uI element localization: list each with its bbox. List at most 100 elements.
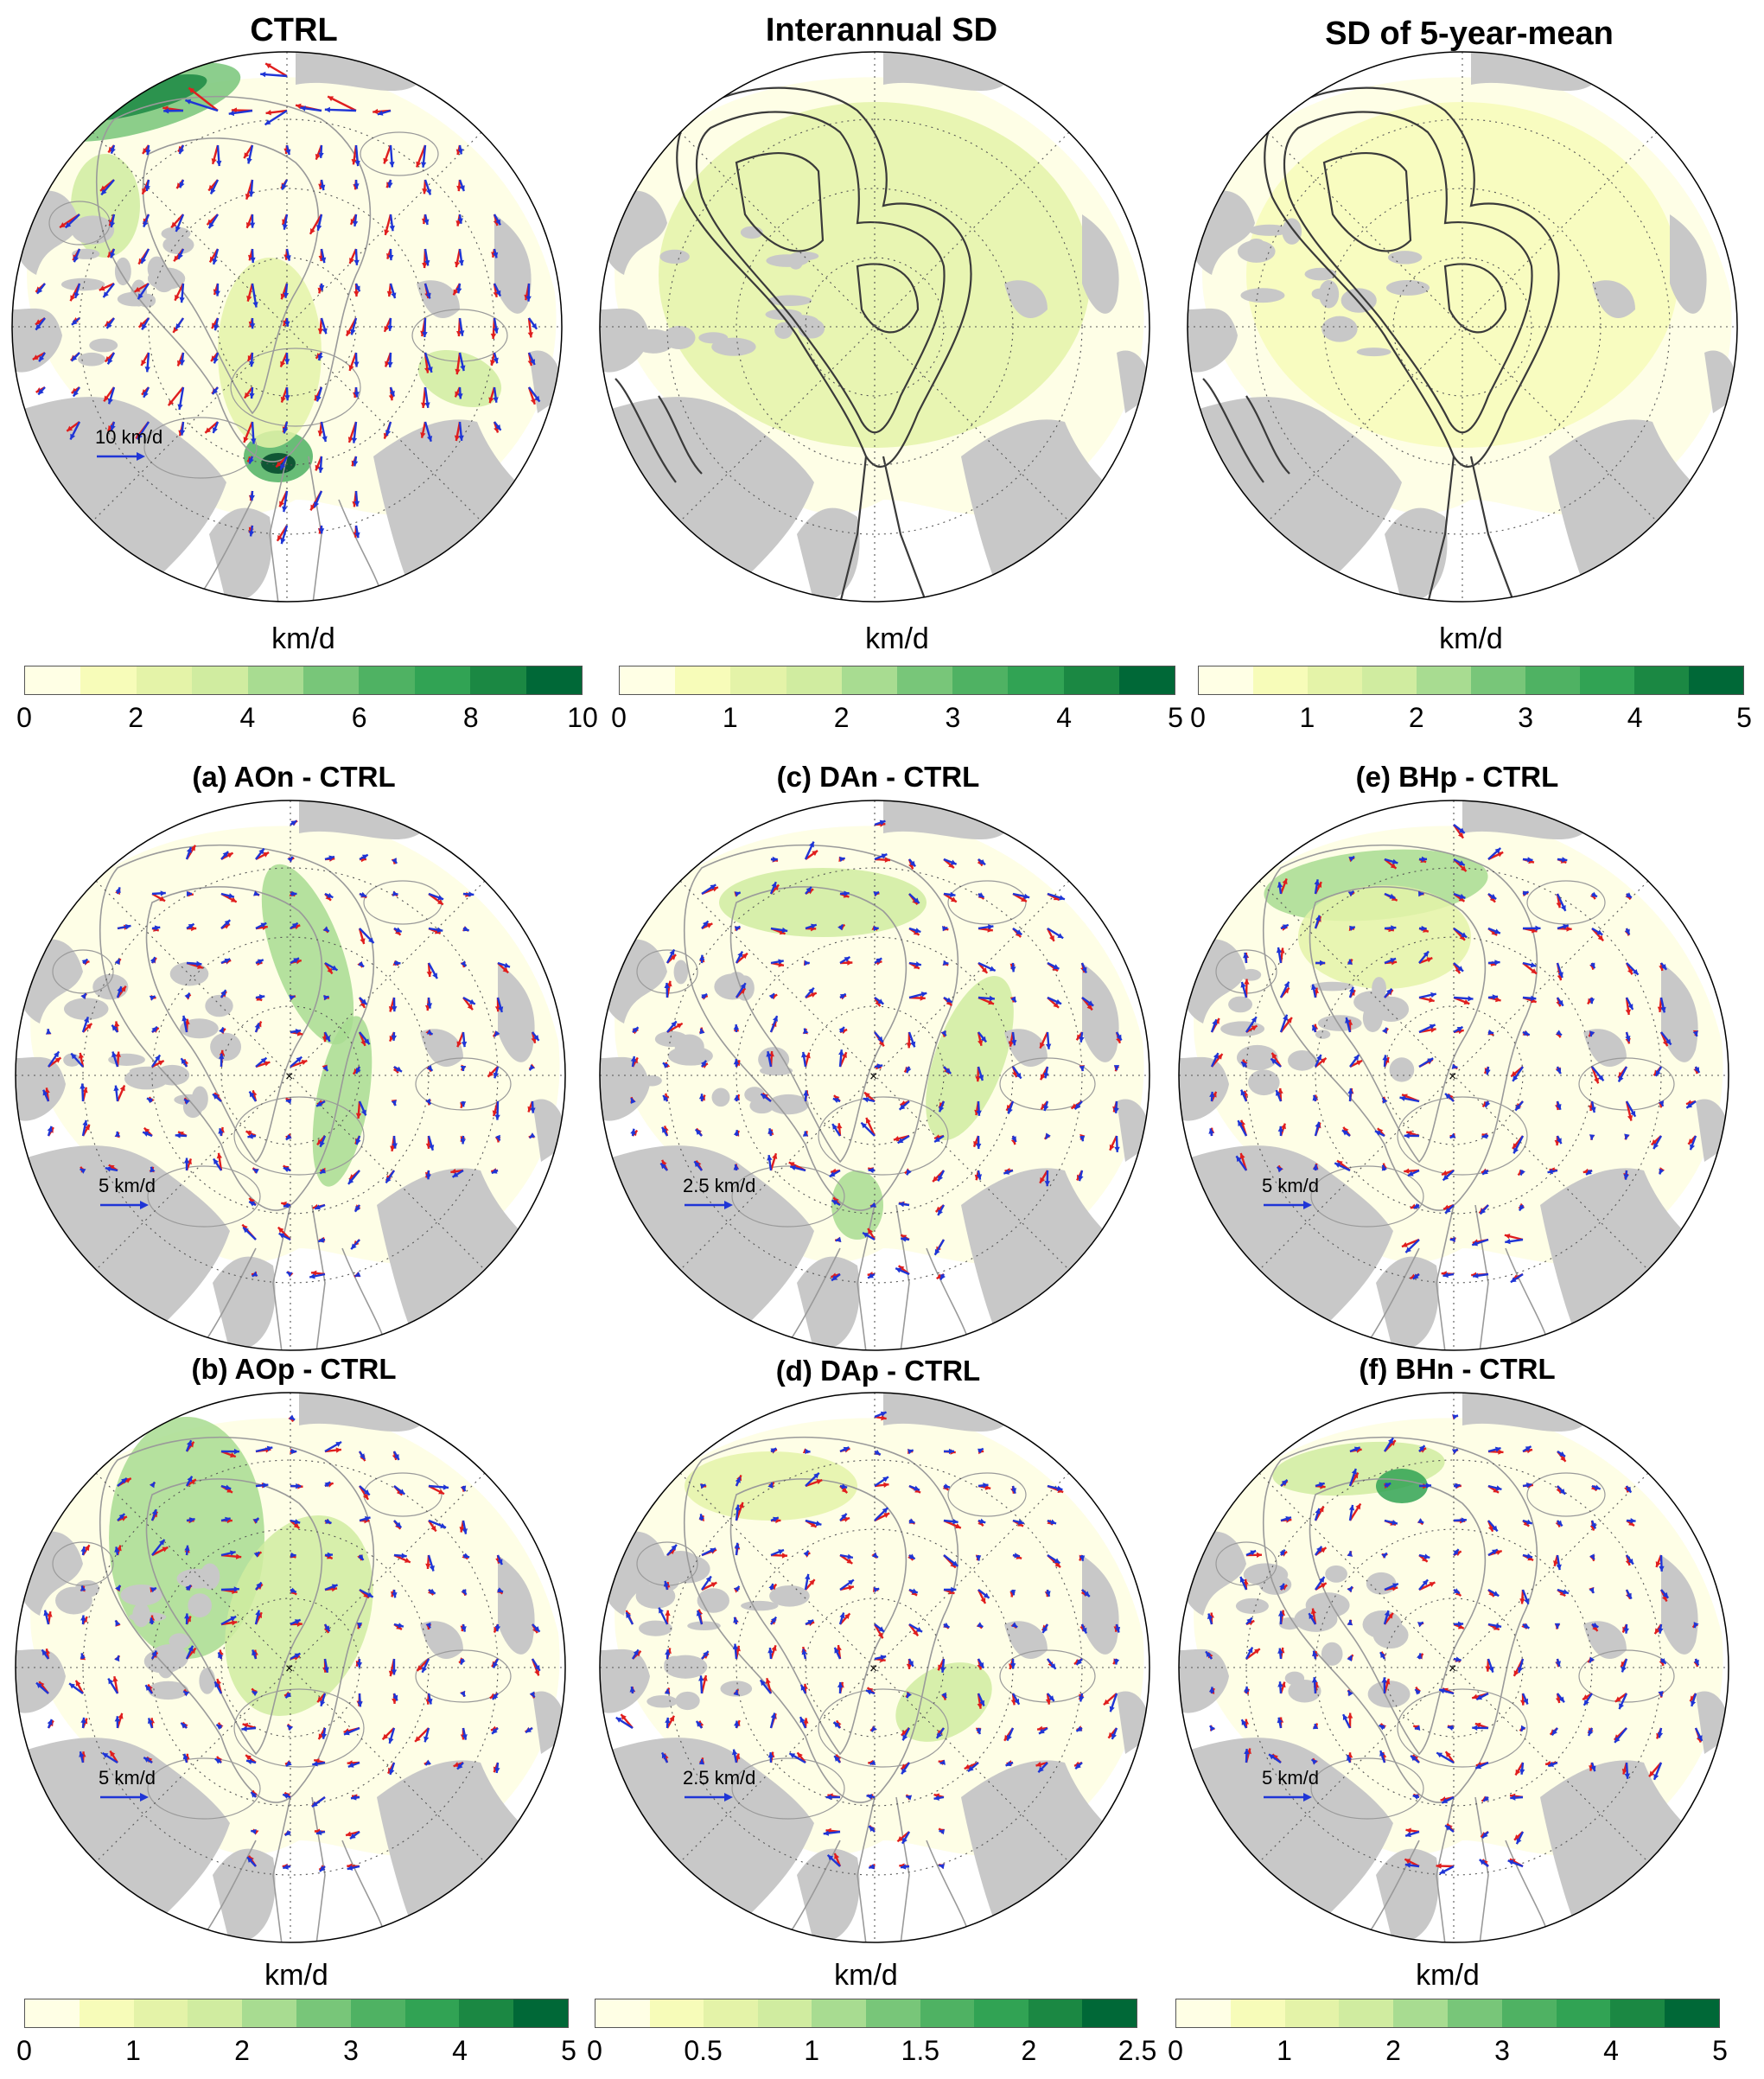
- velocity-arrow: [458, 248, 464, 266]
- bathymetry-contour: [1469, 456, 1516, 602]
- bathymetry-contour: [735, 152, 825, 252]
- island: [63, 998, 109, 1020]
- velocity-arrow: [255, 1056, 268, 1068]
- velocity-arrow: [220, 851, 229, 860]
- velocity-arrow: [1547, 1761, 1558, 1768]
- velocity-arrow: [1080, 962, 1087, 973]
- velocity-arrow: [1512, 1066, 1524, 1082]
- velocity-arrow: [1452, 1414, 1459, 1420]
- velocity-arrow: [424, 1759, 432, 1766]
- velocity-arrow: [734, 1542, 740, 1556]
- velocity-arrow: [1279, 877, 1288, 895]
- velocity-arrow: [385, 1170, 396, 1184]
- velocity-arrow: [1010, 1031, 1017, 1046]
- velocity-arrow: [493, 248, 499, 258]
- velocity-arrow: [1589, 997, 1595, 1004]
- velocity-arrow: [935, 1727, 945, 1739]
- velocity-arrow: [309, 214, 323, 235]
- latitude-circle: [666, 1459, 1083, 1876]
- velocity-arrow: [873, 925, 879, 932]
- velocity-arrow: [977, 1658, 985, 1669]
- velocity-arrow: [290, 890, 297, 897]
- velocity-arrow: [255, 847, 265, 860]
- velocity-arrow: [1244, 1749, 1250, 1763]
- velocity-arrow: [1418, 957, 1433, 965]
- velocity-arrow: [322, 1065, 329, 1072]
- velocity-arrow: [116, 985, 123, 998]
- velocity-arrow: [102, 283, 115, 298]
- pole-marker: ×: [1449, 1661, 1456, 1676]
- velocity-arrow: [320, 1693, 327, 1707]
- velocity-arrow: [220, 1550, 236, 1557]
- velocity-arrow: [1583, 1693, 1593, 1706]
- velocity-arrow: [733, 1094, 740, 1102]
- island: [646, 1695, 678, 1708]
- colorbar-unit: km/d: [1416, 1959, 1480, 1992]
- velocity-arrow: [115, 1585, 122, 1591]
- velocity-arrow: [491, 1168, 499, 1175]
- polar-map: 5 km/d ×: [14, 1391, 567, 1944]
- velocity-arrow: [1556, 893, 1567, 912]
- land-mass: [213, 1848, 276, 1942]
- velocity-arrow: [867, 1228, 876, 1240]
- velocity-arrow: [1659, 997, 1666, 1013]
- velocity-arrow: [247, 1133, 257, 1139]
- land-mass: [1583, 1621, 1627, 1659]
- velocity-arrow: [73, 248, 81, 263]
- velocity-arrow: [1487, 1029, 1494, 1036]
- velocity-arrow: [760, 1093, 772, 1102]
- reference-vector: 2.5 km/d: [683, 1767, 755, 1802]
- velocity-arrow: [214, 283, 220, 297]
- colorbar-tick-label: 4: [1627, 702, 1643, 733]
- panel-title: (d) DAp - CTRL: [775, 1355, 981, 1387]
- velocity-arrow: [251, 421, 257, 444]
- land-mass: [16, 1649, 66, 1713]
- velocity-arrow: [1694, 1727, 1704, 1742]
- velocity-arrow: [117, 1513, 126, 1521]
- velocity-arrow: [733, 1024, 740, 1033]
- velocity-arrow: [895, 1267, 910, 1276]
- velocity-arrow: [1487, 1588, 1500, 1598]
- island: [1310, 981, 1354, 992]
- velocity-arrow: [874, 819, 886, 826]
- velocity-arrow: [1347, 959, 1353, 965]
- latitude-circle: [1254, 118, 1671, 535]
- velocity-arrow: [1208, 1725, 1216, 1732]
- velocity-arrow: [943, 1448, 955, 1455]
- velocity-arrow: [1614, 1727, 1627, 1744]
- velocity-arrow: [978, 961, 997, 973]
- colorbar-tick-label: 8: [462, 702, 479, 733]
- polar-map: [598, 50, 1151, 603]
- bathymetry-contour: [203, 1840, 257, 1936]
- velocity-arrow: [1589, 1587, 1595, 1594]
- velocity-arrow: [149, 995, 156, 1001]
- velocity-arrow: [1522, 1519, 1533, 1525]
- velocity-arrow: [1504, 1234, 1524, 1241]
- velocity-arrow: [147, 1718, 154, 1729]
- velocity-arrow: [1010, 1135, 1017, 1143]
- velocity-arrow: [977, 1622, 984, 1629]
- colorbar-level: [1339, 1999, 1394, 2027]
- latitude-circle: [151, 1528, 430, 1807]
- bathymetry-contour: [203, 1247, 257, 1344]
- velocity-arrow: [151, 1025, 158, 1033]
- velocity-arrow: [839, 1446, 850, 1453]
- velocity-arrow: [264, 109, 288, 126]
- velocity-arrow: [324, 892, 334, 899]
- velocity-arrow: [1418, 890, 1424, 897]
- velocity-arrow: [47, 1126, 53, 1137]
- velocity-arrow: [1003, 1169, 1014, 1175]
- velocity-arrow: [977, 1066, 984, 1081]
- island: [1321, 316, 1358, 342]
- velocity-arrow: [1079, 1554, 1086, 1561]
- velocity-arrow: [1012, 1066, 1022, 1080]
- velocity-arrow: [805, 1472, 820, 1487]
- colorbar-level: [1501, 1999, 1557, 2027]
- velocity-arrow: [101, 1751, 118, 1764]
- island: [74, 1579, 99, 1598]
- velocity-arrow: [352, 214, 359, 226]
- island: [1366, 1572, 1397, 1595]
- velocity-arrow: [179, 352, 186, 366]
- land-mass: [1004, 280, 1048, 318]
- velocity-arrow: [428, 1484, 449, 1490]
